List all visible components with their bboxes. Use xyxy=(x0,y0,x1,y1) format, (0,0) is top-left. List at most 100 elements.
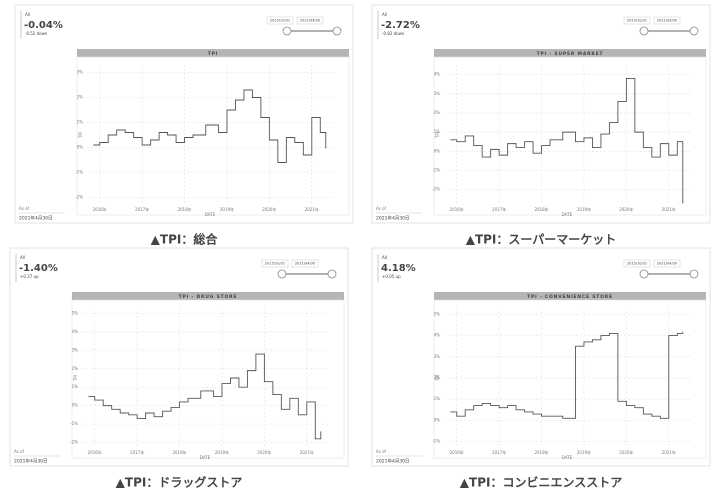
x-tick-label: 2017年 xyxy=(130,449,144,455)
y-tick-label: 3% xyxy=(434,354,441,359)
segment: All xyxy=(25,12,30,17)
y-axis-label: TPI xyxy=(435,132,440,139)
segment: All xyxy=(382,255,387,260)
y-axis-label: TPI xyxy=(435,375,440,382)
slider-handle[interactable] xyxy=(332,26,342,36)
y-tick-label: 3% xyxy=(77,70,84,75)
data-line xyxy=(88,353,322,440)
range-start: 2015/10/31 xyxy=(627,262,647,266)
change: -0.52 down xyxy=(25,31,48,36)
x-tick-label: 2019年 xyxy=(577,206,591,212)
as-of: As of xyxy=(376,449,387,454)
y-tick-label: 3% xyxy=(72,347,79,352)
panel xyxy=(371,4,711,224)
y-tick-label: 4% xyxy=(434,333,441,338)
x-tick-label: 2019年 xyxy=(215,449,229,455)
slider-handle[interactable] xyxy=(639,26,649,36)
segment: All xyxy=(382,12,387,17)
x-tick-label: 2020年 xyxy=(619,206,633,212)
x-tick-label: 2017年 xyxy=(135,206,149,212)
chart-title: TPI xyxy=(208,51,218,57)
range-start: 2015/10/31 xyxy=(270,19,290,23)
y-tick-label: 0% xyxy=(77,145,84,150)
y-tick-label: -2% xyxy=(432,187,440,192)
as-of-date: 2021年4月30日 xyxy=(14,458,48,465)
y-tick-label: 5% xyxy=(434,311,441,316)
kpi: -2.72% xyxy=(381,20,420,31)
y-tick-label: -2% xyxy=(70,439,78,444)
kpi: -1.40% xyxy=(19,263,58,274)
caption: ▲TPI：スーパーマーケット xyxy=(466,233,617,247)
chart-title: TPI - CONVENIENCE STORE xyxy=(527,294,613,300)
change: +0.37 up xyxy=(20,274,39,279)
x-tick-label: 2016年 xyxy=(93,206,107,212)
caption: ▲TPI：ドラッグストア xyxy=(116,475,243,489)
plot-frame xyxy=(76,56,350,216)
y-tick-label: 2% xyxy=(434,375,441,380)
slider-handle[interactable] xyxy=(282,26,292,36)
x-tick-label: 2018年 xyxy=(172,449,186,455)
y-tick-label: 1% xyxy=(77,120,84,125)
title-bar xyxy=(434,292,706,300)
x-tick-label: 2020年 xyxy=(257,449,271,455)
data-line xyxy=(450,77,684,204)
x-tick-label: 2016年 xyxy=(88,449,102,455)
slider-handle[interactable] xyxy=(689,26,699,36)
x-tick-label: 2017年 xyxy=(492,449,506,455)
x-tick-label: 2020年 xyxy=(619,449,633,455)
kpi: 4.18% xyxy=(381,263,416,274)
data-line xyxy=(93,89,327,163)
y-tick-label: 2% xyxy=(77,95,84,100)
x-tick-label: 2016年 xyxy=(450,449,464,455)
plot-frame xyxy=(433,299,707,459)
kpi: -0.04% xyxy=(24,20,63,31)
y-tick-label: 1% xyxy=(72,384,79,389)
y-tick-label: 0% xyxy=(72,403,79,408)
range-end: 2021/04/30 xyxy=(300,19,320,23)
title-bar xyxy=(434,49,706,57)
as-of-date: 2021年4月30日 xyxy=(376,215,410,222)
caption: ▲TPI：コンビニエンスストア xyxy=(460,475,622,489)
y-tick-label: 1% xyxy=(434,396,441,401)
y-axis-label: TPI xyxy=(73,375,78,382)
y-tick-label: 3% xyxy=(434,91,441,96)
date-box xyxy=(653,259,681,268)
as-of-date: 2021年4月30日 xyxy=(376,458,410,465)
change: +0.05 up xyxy=(382,274,401,279)
y-tick-label: 4% xyxy=(72,329,79,334)
y-tick-label: 4% xyxy=(434,72,441,77)
y-tick-label: 5% xyxy=(72,311,79,316)
x-axis-label: DATE xyxy=(562,212,573,217)
y-tick-label: 0% xyxy=(434,417,441,422)
date-box xyxy=(653,16,681,25)
slider-handle[interactable] xyxy=(689,269,699,279)
title-bar xyxy=(77,49,349,57)
range-start: 2015/10/31 xyxy=(265,262,285,266)
x-tick-label: 2020年 xyxy=(262,206,276,212)
change: -0.82 down xyxy=(382,31,405,36)
y-tick-label: -1% xyxy=(75,170,83,175)
segment: All xyxy=(20,255,25,260)
as-of: As of xyxy=(376,206,387,211)
slider-handle[interactable] xyxy=(639,269,649,279)
x-tick-label: 2018年 xyxy=(534,206,548,212)
plot-frame xyxy=(433,56,707,216)
data-line xyxy=(450,331,684,419)
date-box xyxy=(291,259,319,268)
x-tick-label: 2017年 xyxy=(492,206,506,212)
chart-title: TPI - DRUG STORE xyxy=(179,294,238,300)
panel xyxy=(9,247,349,467)
date-box xyxy=(296,16,324,25)
x-tick-label: 2016年 xyxy=(450,206,464,212)
slider-handle[interactable] xyxy=(277,269,287,279)
x-axis-label: DATE xyxy=(200,455,211,460)
y-tick-label: -1% xyxy=(432,439,440,444)
x-axis-label: DATE xyxy=(205,212,216,217)
x-tick-label: 2021年 xyxy=(300,449,314,455)
x-tick-label: 2019年 xyxy=(220,206,234,212)
y-tick-label: 2% xyxy=(434,110,441,115)
x-axis-label: DATE xyxy=(562,455,573,460)
y-axis-label: TPI xyxy=(78,132,83,139)
date-box xyxy=(623,16,651,25)
slider-handle[interactable] xyxy=(327,269,337,279)
